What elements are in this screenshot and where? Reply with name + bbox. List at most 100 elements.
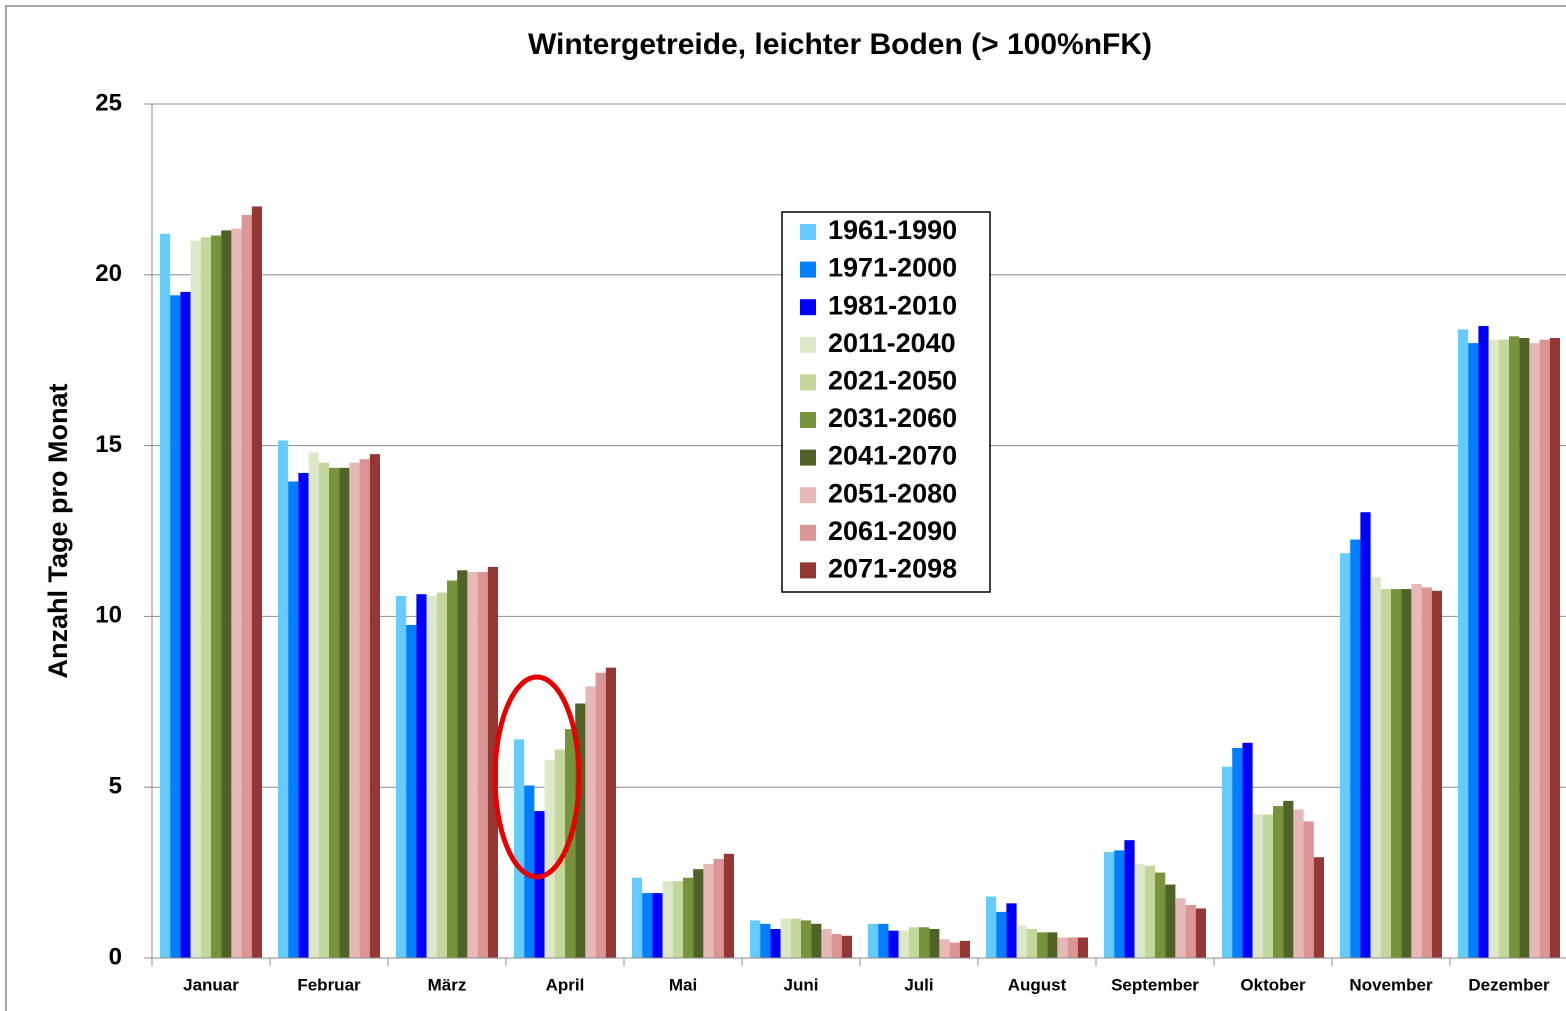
legend-label: 2021-2050 — [828, 366, 957, 396]
legend-label: 2011-2040 — [828, 328, 956, 358]
x-tick-label: August — [1008, 975, 1067, 994]
bar — [831, 934, 842, 958]
x-tick-label: März — [428, 975, 467, 994]
bar — [652, 893, 663, 958]
legend-swatch — [800, 487, 816, 504]
bar — [1175, 898, 1186, 958]
bar — [1104, 852, 1115, 958]
bar — [1026, 928, 1037, 958]
bar — [251, 206, 262, 959]
bar — [1303, 821, 1314, 958]
legend-label: 2071-2098 — [828, 554, 957, 584]
x-tick-label: Mai — [669, 975, 697, 994]
bar — [278, 440, 289, 958]
bar — [1478, 326, 1489, 958]
bar — [308, 452, 319, 958]
bar — [1350, 539, 1361, 958]
legend-swatch — [800, 299, 816, 316]
bar — [339, 467, 350, 958]
bar — [1124, 840, 1135, 958]
bar — [959, 940, 970, 958]
bar — [160, 233, 171, 959]
bar — [1509, 336, 1520, 959]
bar — [406, 624, 417, 958]
bar — [770, 928, 781, 958]
bar — [585, 686, 596, 958]
bar — [986, 896, 997, 958]
bar — [868, 923, 879, 958]
bar — [514, 739, 525, 958]
bar — [713, 858, 724, 958]
legend-label: 1981-2010 — [828, 290, 957, 320]
x-tick-label: Februar — [297, 975, 361, 994]
bar — [1165, 884, 1176, 958]
y-tick-label: 25 — [95, 89, 122, 116]
bar — [672, 881, 683, 958]
bar — [544, 759, 555, 958]
bar — [396, 595, 407, 958]
bar — [1549, 337, 1560, 959]
bar — [554, 749, 565, 958]
bar — [1283, 800, 1294, 958]
bar — [642, 893, 653, 958]
bar — [575, 703, 586, 958]
bar — [929, 928, 940, 958]
y-tick-label: 5 — [109, 773, 122, 800]
legend-swatch — [800, 261, 816, 278]
bar — [241, 215, 252, 958]
bar — [841, 935, 852, 958]
bar — [1273, 805, 1284, 958]
bar — [1037, 932, 1048, 958]
plot-area — [144, 103, 1566, 966]
bar — [703, 864, 714, 958]
bar — [1293, 809, 1304, 958]
bar — [524, 785, 535, 958]
legend-label: 1971-2000 — [828, 253, 957, 283]
y-tick-label: 0 — [109, 943, 122, 970]
bar — [369, 454, 380, 958]
x-tick-label: Dezember — [1468, 975, 1550, 994]
bar — [426, 595, 437, 958]
y-tick-label: 20 — [95, 260, 122, 287]
bar — [801, 920, 812, 958]
bar — [1431, 590, 1442, 958]
bar — [1370, 577, 1381, 958]
bar — [318, 462, 329, 958]
bar — [790, 918, 801, 958]
x-tick-label: Juli — [904, 975, 933, 994]
legend-label: 2061-2090 — [828, 516, 957, 546]
bar — [605, 667, 616, 958]
legend-swatch — [800, 562, 816, 579]
bar — [477, 571, 488, 958]
bar — [534, 811, 545, 958]
bar — [1488, 339, 1499, 959]
bar — [919, 927, 930, 958]
bar — [1391, 589, 1402, 958]
x-tick-label: April — [546, 975, 585, 994]
bar — [1134, 864, 1145, 958]
legend-label: 2051-2080 — [828, 478, 957, 508]
bar — [1016, 925, 1027, 958]
x-tick-label: September — [1111, 975, 1199, 994]
bar — [1114, 850, 1125, 958]
bar — [200, 237, 211, 958]
legend-label: 1961-1990 — [828, 215, 957, 245]
legend-box — [781, 211, 991, 593]
bar — [457, 570, 468, 958]
bar — [821, 928, 832, 958]
bar — [467, 571, 478, 958]
bar — [1498, 339, 1509, 959]
bar — [996, 911, 1007, 958]
bar — [811, 923, 822, 958]
y-tick-label: 10 — [95, 602, 122, 629]
legend-label: 2031-2060 — [828, 403, 957, 433]
bar — [170, 295, 181, 958]
bar — [662, 881, 673, 958]
bar — [693, 869, 704, 958]
bar — [723, 853, 734, 958]
bar — [1077, 937, 1088, 958]
bar — [1252, 814, 1263, 958]
bar — [1421, 587, 1432, 958]
bar — [632, 877, 643, 958]
